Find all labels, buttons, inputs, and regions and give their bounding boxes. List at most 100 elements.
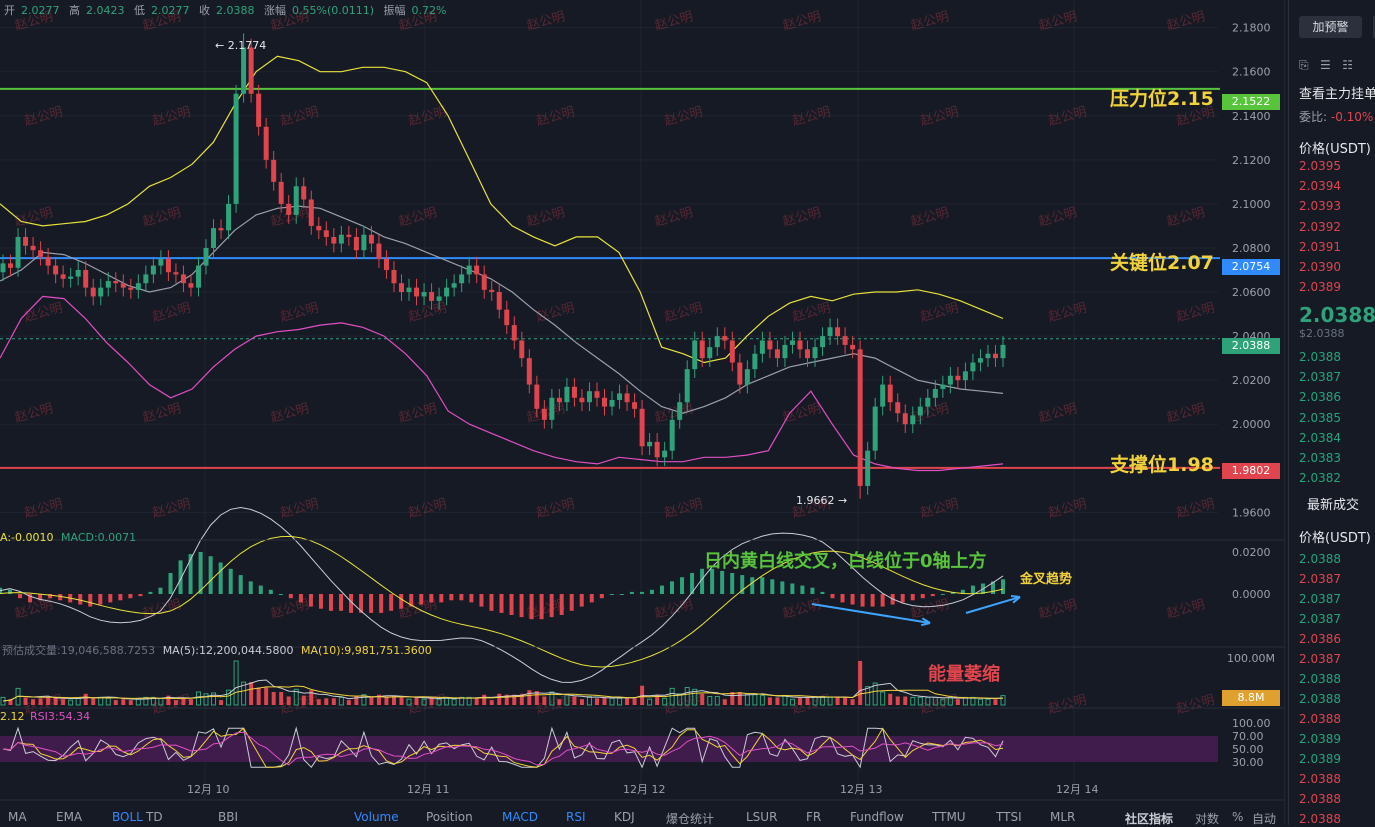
toolbar-item-[interactable]: 对数 [1195, 812, 1220, 826]
macd-bar [850, 594, 855, 605]
macd-bar [539, 594, 544, 620]
candle-body [925, 397, 931, 407]
volume-bar [594, 698, 599, 705]
watermark: 赵公明 [535, 497, 577, 522]
volume-bar [993, 699, 998, 705]
volume-bar [23, 697, 28, 705]
toolbar-item-bbi[interactable]: BBI [218, 810, 239, 824]
macd-bar [469, 594, 474, 603]
macd-bar [389, 594, 394, 611]
watermark: 赵公明 [1037, 401, 1079, 426]
toolbar-item-[interactable]: 自动 [1252, 812, 1277, 826]
toolbar-item-lsur[interactable]: LSUR [746, 810, 778, 824]
y-tick-label: 2.1000 [1232, 198, 1271, 211]
candle-body [714, 336, 720, 348]
bid-price: 2.0384 [1299, 430, 1341, 445]
volume-bar [655, 694, 660, 705]
toolbar-item-td[interactable]: TD [146, 810, 163, 824]
macd-bar [690, 573, 695, 594]
macd-dif-line [0, 506, 1004, 683]
toolbar-item-kdj[interactable]: KDJ [614, 810, 635, 824]
volume-bar [203, 693, 209, 706]
volume-bar [429, 697, 434, 705]
toolbar-item-fundflow[interactable]: Fundflow [850, 810, 904, 824]
toolbar-item-ttsi[interactable]: TTSI [996, 810, 1022, 824]
candle-body [707, 347, 713, 359]
toolbar-item-ttmu[interactable]: TTMU [932, 810, 966, 824]
watermark: 赵公明 [919, 301, 961, 326]
watermark: 赵公明 [279, 301, 321, 326]
latest-trades-title[interactable]: 最新成交 [1307, 498, 1360, 513]
toolbar-item-ma[interactable]: MA [8, 810, 27, 824]
amplitude-label: 振幅 [383, 4, 406, 17]
candle-body [211, 228, 217, 248]
high-marker: ← 2.1774 [215, 39, 267, 52]
macd-dea-line [0, 535, 1004, 668]
volume-bar [264, 687, 269, 705]
panel-view-icons[interactable]: ⎘ ☰ ☷ [1299, 58, 1354, 72]
macd-bar [98, 594, 103, 605]
watermark: 赵公明 [663, 497, 705, 522]
candlestick-chart[interactable]: 赵公明 赵公明 赵公明 赵公明 赵公明 赵公明 赵公明 赵公明 赵公明 赵公明赵公明 赵公明 赵公明赵… [0, 0, 1285, 825]
orderbook-price-header: 价格(USDT) [1299, 142, 1371, 157]
current-price-box: 2.0388 [1222, 338, 1280, 354]
extra-button[interactable] [1373, 16, 1375, 38]
macd-bar [509, 594, 514, 615]
candle-body [105, 281, 111, 288]
volume-bar [917, 696, 923, 706]
candle-body [699, 340, 705, 359]
watermark: 赵公明 [535, 105, 577, 130]
watermark: 赵公明 [781, 597, 823, 622]
add-alert-button[interactable]: 加预警 [1299, 16, 1362, 38]
volume-bar [684, 687, 690, 706]
toolbar-item-volume[interactable]: Volume [354, 810, 399, 824]
toolbar-item-mlr[interactable]: MLR [1050, 810, 1076, 824]
ask-price: 2.0390 [1299, 260, 1341, 274]
boll-lower-line [0, 295, 1004, 472]
candle-body [872, 406, 878, 451]
watermark: 赵公明 [1165, 401, 1207, 426]
macd-bar [218, 562, 223, 594]
candle-body [842, 336, 848, 345]
trade-price: 2.0389 [1299, 752, 1341, 766]
macd-bar [298, 594, 303, 603]
volume-bar [504, 694, 509, 705]
view-main-orders[interactable]: 查看主力挂单 [1299, 87, 1375, 102]
macd-bar [820, 591, 825, 594]
toolbar-item-[interactable]: % [1232, 810, 1244, 824]
watermark: 赵公明 [141, 401, 183, 426]
toolbar-item-rsi[interactable]: RSI [566, 810, 586, 824]
toolbar-item-[interactable]: 社区指标 [1125, 812, 1174, 826]
volume-bar [8, 699, 13, 705]
candle-body [383, 258, 389, 270]
toolbar-item-ema[interactable]: EMA [56, 810, 83, 824]
candle-body [98, 287, 104, 297]
macd-bar [619, 594, 624, 595]
macd-bar [519, 594, 524, 618]
toolbar-item-boll[interactable]: BOLL [112, 810, 143, 824]
macd-bar [659, 585, 664, 594]
volume-bar [279, 692, 284, 705]
macd-bar [499, 594, 504, 613]
candle-body [564, 386, 570, 403]
toolbar-item-macd[interactable]: MACD [502, 810, 538, 824]
volume-bar [384, 696, 389, 705]
y-tick-label: 1.9600 [1232, 506, 1271, 519]
macd-bar [880, 594, 885, 607]
trend-arrow-down-head [921, 617, 931, 627]
candle-body [586, 391, 592, 403]
candle-body [135, 283, 141, 290]
volume-bar [91, 697, 96, 705]
toolbar-item-position[interactable]: Position [426, 810, 473, 824]
candle-body [511, 325, 517, 341]
macd-bar [268, 589, 273, 594]
macd-bar [810, 587, 815, 594]
volume-bar [406, 698, 412, 706]
toolbar-item-fr[interactable]: FR [806, 810, 822, 824]
toolbar-item-[interactable]: 爆仓统计 [666, 812, 715, 826]
volume-bar [700, 693, 705, 705]
macd-bar [770, 579, 775, 594]
watermark: 赵公明 [919, 105, 961, 130]
volume-bar [549, 691, 555, 706]
ask-price: 2.0392 [1299, 219, 1341, 234]
